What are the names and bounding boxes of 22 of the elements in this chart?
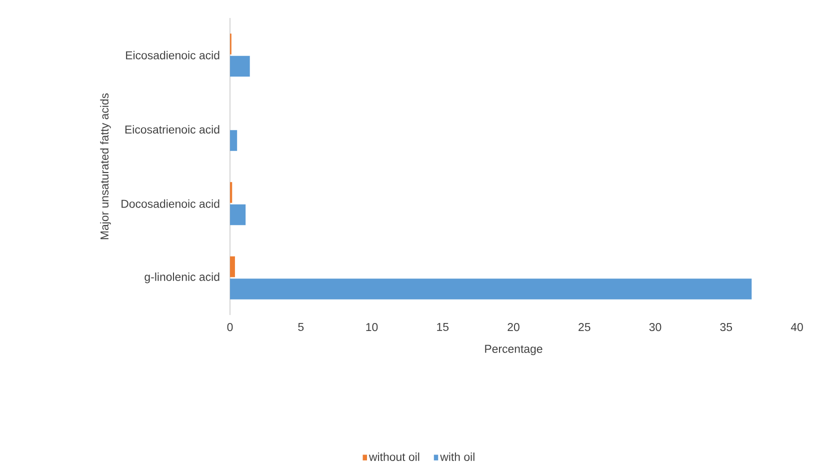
legend-label: with oil (440, 452, 474, 461)
x-tick-label: 40 (790, 323, 803, 332)
bar (230, 204, 246, 226)
x-tick-label: 35 (720, 323, 732, 332)
y-tick-label: Eicosadienoic acid (126, 50, 220, 60)
x-tick-label: 5 (298, 323, 304, 331)
legend-label: without oil (368, 452, 420, 461)
bar (230, 256, 235, 278)
x-tick-label: 15 (437, 323, 449, 331)
y-tick-label: g-linolenic acid (144, 272, 220, 284)
x-tick-label: 30 (649, 323, 662, 332)
x-tick-label: 10 (366, 323, 378, 332)
bar (230, 278, 752, 300)
y-axis-title: Major unsaturated fatty acids (100, 93, 111, 240)
x-tick-label: 25 (578, 323, 590, 332)
x-tick-label: 0 (227, 323, 233, 332)
x-tick-label: 20 (508, 323, 520, 332)
x-axis-title: Percentage (485, 344, 542, 356)
bar (230, 130, 238, 151)
y-tick-label: Docosadienoic acid (122, 199, 220, 208)
bar (230, 56, 250, 77)
y-tick-label: Eicosatrienoic acid (125, 125, 220, 134)
